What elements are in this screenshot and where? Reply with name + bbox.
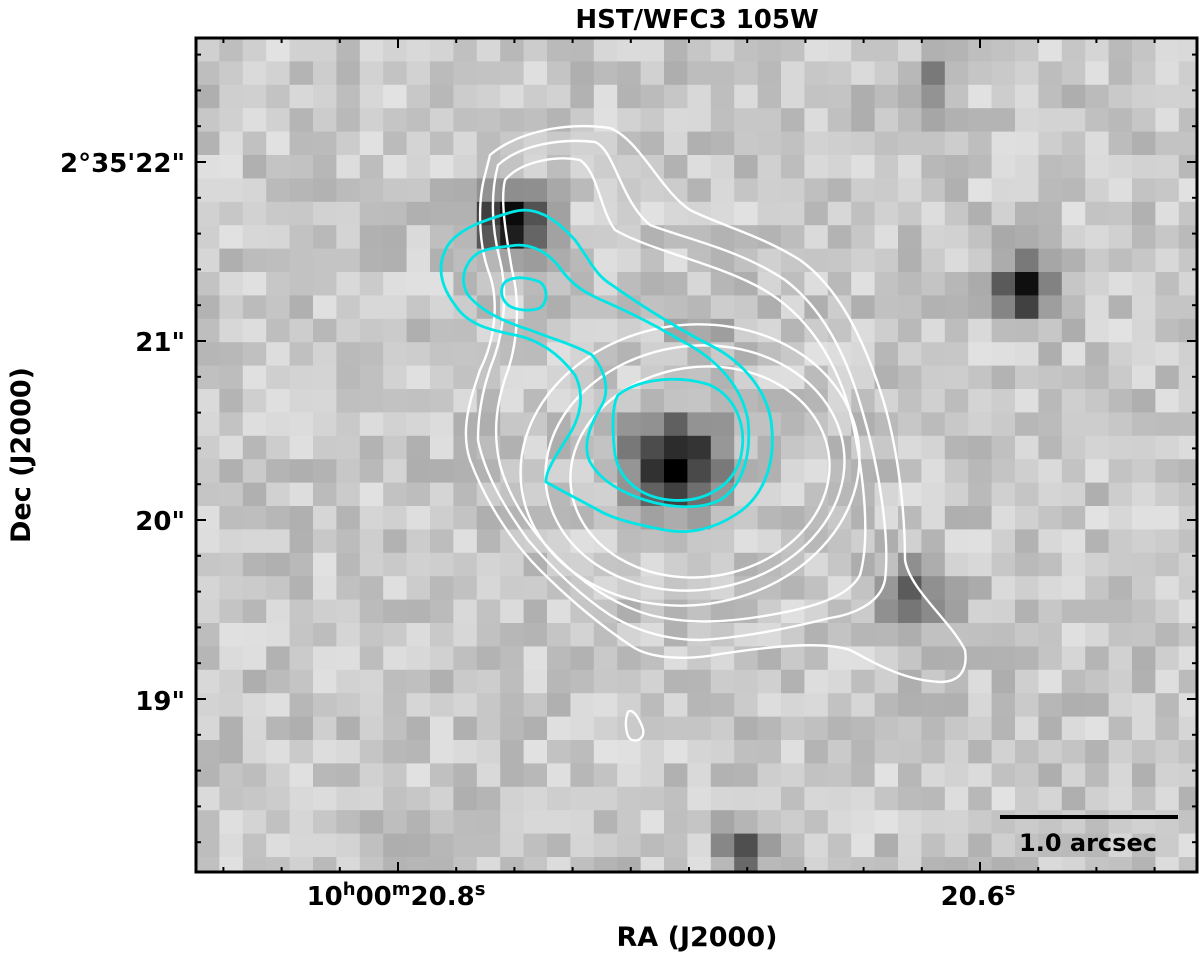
cyan-contour-1 bbox=[439, 208, 774, 534]
y-tick-label: 19" bbox=[135, 687, 185, 717]
plot-frame bbox=[194, 36, 1199, 874]
ra-minutes-unit: m bbox=[392, 879, 411, 900]
x-tick-label-ra-1: 10h00m20.8s bbox=[307, 879, 486, 912]
ra-seconds: 20.8 bbox=[411, 882, 475, 912]
ra-hours: 10 bbox=[307, 882, 343, 912]
tick-marks bbox=[196, 38, 1197, 872]
scale-bar-label: 1.0 arcsec bbox=[1019, 829, 1157, 857]
y-tick-label: 20" bbox=[135, 507, 185, 537]
ra-seconds-unit: s bbox=[475, 879, 486, 900]
white-contour-small bbox=[624, 709, 645, 742]
hst-image bbox=[196, 38, 1197, 872]
x-tick-label-ra-2: 20.6s bbox=[941, 879, 1016, 912]
scale-bar: 1.0 arcsec bbox=[1000, 815, 1178, 857]
white-contour-1 bbox=[464, 124, 967, 684]
ra-seconds: 20.6 bbox=[941, 882, 1005, 912]
y-tick-label: 21" bbox=[135, 328, 185, 358]
white-contour-4 bbox=[519, 323, 861, 607]
x-axis-label: RA (J2000) bbox=[617, 922, 778, 953]
ra-minutes: 00 bbox=[356, 882, 392, 912]
white-contours bbox=[464, 124, 967, 742]
white-contour-2 bbox=[476, 139, 888, 642]
white-contour-5 bbox=[544, 344, 846, 592]
y-axis-label: Dec (J2000) bbox=[6, 367, 37, 543]
contours bbox=[439, 124, 967, 742]
cyan-contours bbox=[439, 208, 774, 534]
x-tick-labels: 10h00m20.8s 20.6s bbox=[307, 879, 1016, 912]
white-contour-3 bbox=[494, 157, 867, 623]
white-contour-6 bbox=[569, 365, 831, 579]
ra-hours-unit: h bbox=[343, 879, 356, 900]
ra-seconds-unit: s bbox=[1005, 879, 1016, 900]
cyan-contour-4 bbox=[500, 276, 548, 312]
y-tick-labels: 2°35'22" 21" 20" 19" bbox=[60, 149, 185, 717]
plot-title: HST/WFC3 105W bbox=[575, 5, 818, 35]
cyan-contour-2 bbox=[462, 243, 751, 509]
cyan-contour-3 bbox=[611, 377, 745, 502]
y-tick-label: 2°35'22" bbox=[60, 149, 185, 179]
